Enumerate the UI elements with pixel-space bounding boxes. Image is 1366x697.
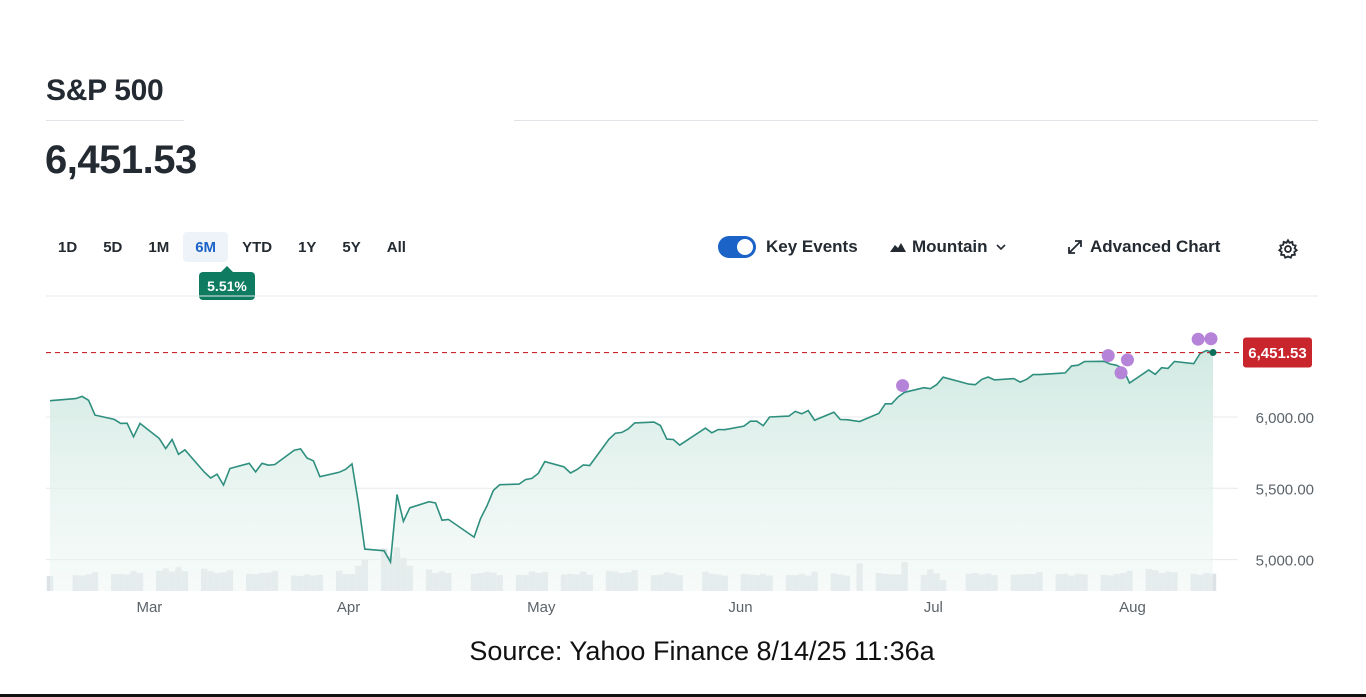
key-event-dot <box>1101 349 1115 363</box>
range-ytd[interactable]: YTD <box>230 232 284 262</box>
key-event-dot <box>1120 353 1134 367</box>
range-all[interactable]: All <box>375 232 418 262</box>
current-price: 6,451.53 <box>45 138 197 182</box>
last-price-tag <box>1243 337 1312 368</box>
header-divider <box>514 120 1318 121</box>
price-chart[interactable]: 6,000.00 5,500.00 5,000.00 Mar Apr May Jun Jul… <box>0 280 1366 620</box>
key-event-dot <box>1204 332 1218 346</box>
range-5d[interactable]: 5D <box>91 232 134 262</box>
source-note: Source: Yahoo Finance 8/14/25 11:36a <box>469 636 935 666</box>
chevron-down-icon <box>995 244 1006 250</box>
range-selector: 1D 5D 1M 6M YTD 1Y 5Y All <box>46 232 420 262</box>
y-tick-label: 6,000.00 <box>1256 410 1314 427</box>
key-events-toggle[interactable]: Key Events <box>718 236 858 258</box>
title-divider <box>46 120 184 121</box>
expand-arrow-icon <box>1068 240 1082 254</box>
y-tick-label: 5,500.00 <box>1256 481 1314 498</box>
chart-type-label: Mountain <box>912 237 988 256</box>
last-price-dot <box>1209 349 1217 357</box>
page-title: S&P 500 <box>46 74 164 107</box>
x-tick-label: Aug <box>1119 599 1146 616</box>
x-tick-label: Jun <box>728 599 752 616</box>
mountain-icon <box>890 243 906 252</box>
last-price-label: 6,451.53 <box>1248 345 1306 362</box>
x-tick-label: Mar <box>136 599 162 616</box>
advanced-chart-link[interactable]: Advanced Chart <box>1067 237 1220 257</box>
range-5y[interactable]: 5Y <box>330 232 372 262</box>
gear-icon[interactable] <box>1277 238 1299 260</box>
key-event-dot <box>1114 366 1128 380</box>
x-tick-label: May <box>527 599 556 616</box>
price-area <box>50 350 1213 591</box>
bottom-border <box>0 694 1366 697</box>
x-tick-label: Jul <box>924 599 943 616</box>
chart-type-menu[interactable]: Mountain <box>890 237 1006 257</box>
key-event-dot <box>1191 332 1205 346</box>
range-1d[interactable]: 1D <box>46 232 89 262</box>
toggle-switch[interactable] <box>718 236 756 258</box>
advanced-chart-label: Advanced Chart <box>1090 237 1221 256</box>
price-line <box>49 349 1214 565</box>
x-tick-label: Apr <box>337 599 360 616</box>
toggle-knob <box>737 239 753 255</box>
key-event-dot <box>896 379 910 393</box>
range-change-badge: 5.51% <box>199 266 255 300</box>
range-1m[interactable]: 1M <box>136 232 181 262</box>
range-1y[interactable]: 1Y <box>286 232 328 262</box>
y-tick-label: 5,000.00 <box>1256 553 1314 570</box>
range-6m[interactable]: 6M <box>183 232 229 262</box>
key-events-label: Key Events <box>766 237 858 256</box>
